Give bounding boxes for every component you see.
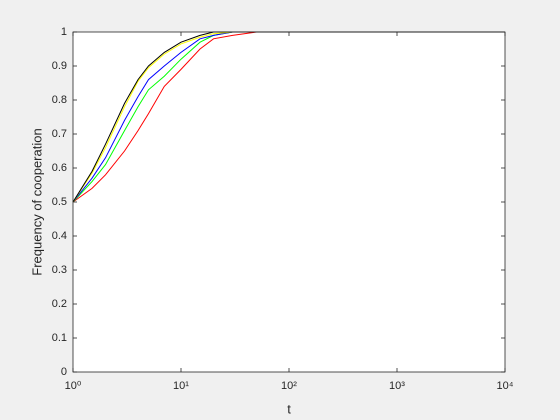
y-tick-label: 0.9	[52, 60, 67, 72]
y-tick-label: 0.7	[52, 128, 67, 140]
x-tick-label: 10²	[281, 380, 297, 392]
y-tick-label: 0.3	[52, 264, 67, 276]
y-tick-label: 0.2	[52, 298, 67, 310]
y-tick-label: 0.4	[52, 230, 67, 242]
y-tick-label: 0.6	[52, 162, 67, 174]
y-tick-label: 0.8	[52, 94, 67, 106]
plot-area	[73, 32, 505, 372]
y-axis-label: Frequency of cooperation	[29, 128, 44, 275]
y-tick-label: 0	[61, 366, 67, 378]
y-tick-label: 1	[61, 26, 67, 38]
x-tick-label: 10¹	[173, 380, 189, 392]
x-tick-label: 10⁰	[65, 380, 82, 392]
axes-box	[72, 31, 506, 373]
y-tick-label: 0.1	[52, 332, 67, 344]
x-axis-label: t	[287, 401, 291, 416]
x-tick-label: 10³	[389, 380, 405, 392]
x-tick-label: 10⁴	[497, 380, 514, 392]
y-tick-label: 0.5	[52, 196, 67, 208]
